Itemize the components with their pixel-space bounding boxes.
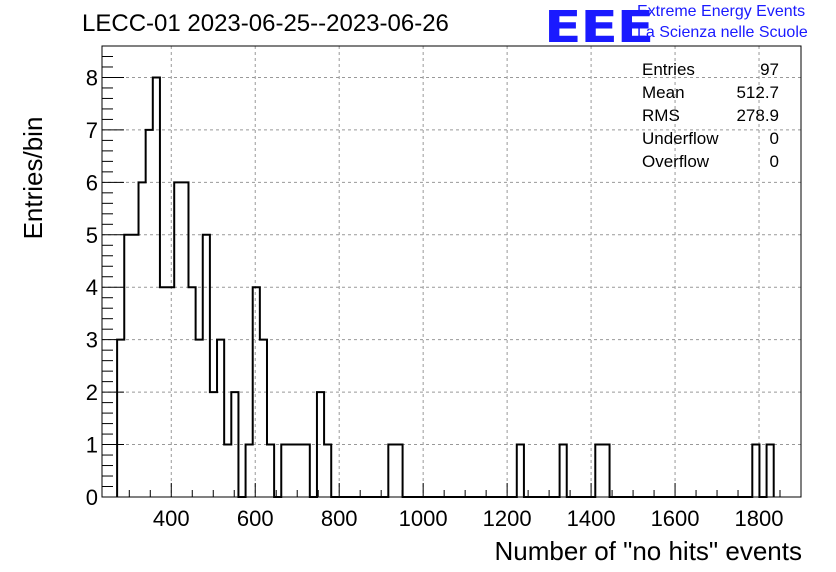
eee-logo: EEE xyxy=(544,2,654,53)
histogram-bin xyxy=(188,287,195,497)
x-tick-label: 1200 xyxy=(483,506,532,531)
histogram-bin xyxy=(288,445,295,497)
stat-value: 97 xyxy=(760,60,779,79)
y-tick-labels: 0 1 2 3 4 5 6 7 8 xyxy=(86,65,98,510)
histogram-bin xyxy=(174,182,181,497)
histogram-bin xyxy=(224,445,231,497)
histogram-bin xyxy=(196,340,203,497)
stat-label: Overflow xyxy=(642,152,710,171)
x-tick-labels: 400 600 800 1000 1200 1400 1600 1800 xyxy=(153,506,784,531)
histogram-bin xyxy=(139,182,146,497)
y-tick-label: 7 xyxy=(86,118,98,143)
x-tick-label: 800 xyxy=(321,506,358,531)
histogram-bin xyxy=(517,445,524,497)
x-tick-label: 1000 xyxy=(399,506,448,531)
histogram-bin xyxy=(246,445,253,497)
stat-label: Underflow xyxy=(642,129,719,148)
histogram-bin xyxy=(395,445,402,497)
histogram-bin xyxy=(317,392,324,497)
y-tick-label: 4 xyxy=(86,275,98,300)
x-tick-label: 600 xyxy=(237,506,274,531)
histogram-bin xyxy=(595,445,602,497)
stat-mean: Mean 512.7 xyxy=(642,82,779,105)
x-tick-label: 400 xyxy=(153,506,190,531)
chart-title: LECC-01 2023-06-25--2023-06-26 xyxy=(82,10,449,37)
histogram-bin xyxy=(560,445,567,497)
stats-box: Entries 97 Mean 512.7 RMS 278.9 Underflo… xyxy=(642,59,779,174)
histogram-bin xyxy=(267,445,274,497)
histogram-bin xyxy=(153,77,160,497)
histogram-bin xyxy=(210,392,217,497)
histogram-bin xyxy=(146,130,153,497)
y-tick-label: 3 xyxy=(86,328,98,353)
stat-entries: Entries 97 xyxy=(642,59,779,82)
stat-label: RMS xyxy=(642,106,680,125)
axis-ticks xyxy=(102,55,802,498)
y-tick-label: 5 xyxy=(86,223,98,248)
stat-value: 278.9 xyxy=(736,106,779,125)
stat-value: 0 xyxy=(769,152,779,171)
stat-underflow: Underflow 0 xyxy=(642,128,779,151)
histogram-bin xyxy=(253,287,260,497)
histogram-bin xyxy=(131,235,138,497)
stat-label: Mean xyxy=(642,83,685,102)
y-tick-label: 2 xyxy=(86,380,98,405)
y-tick-label: 1 xyxy=(86,433,98,458)
stat-label: Entries xyxy=(642,60,695,79)
histogram-bin xyxy=(767,445,774,497)
histogram-bin xyxy=(388,445,395,497)
histogram-bin xyxy=(117,340,124,497)
y-tick-label: 0 xyxy=(86,485,98,510)
histogram-bin xyxy=(203,235,210,497)
plot-frame xyxy=(101,45,802,498)
x-tick-label: 1600 xyxy=(651,506,700,531)
x-tick-label: 1400 xyxy=(567,506,616,531)
logo-line-2: La Scienza nelle Scuole xyxy=(637,24,808,41)
histogram-bin xyxy=(281,445,288,497)
histogram-bin xyxy=(124,235,131,497)
x-tick-label: 1800 xyxy=(735,506,784,531)
x-axis-label: Number of "no hits" events xyxy=(494,536,803,566)
y-tick-label: 8 xyxy=(86,65,98,90)
logo-line-1: Extreme Energy Events xyxy=(637,3,806,20)
histogram-bin xyxy=(324,445,331,497)
stat-value: 512.7 xyxy=(736,83,779,102)
stat-value: 0 xyxy=(769,129,779,148)
histogram-bin xyxy=(260,340,267,497)
histogram-bin xyxy=(217,340,224,497)
histogram-bin xyxy=(296,445,303,497)
histogram-bin xyxy=(752,445,759,497)
histogram-bin xyxy=(303,445,310,497)
stat-rms: RMS 278.9 xyxy=(642,105,779,128)
histogram-bin xyxy=(181,182,188,497)
y-axis-label: Entries/bin xyxy=(18,116,48,240)
histogram-bin xyxy=(167,287,174,497)
histogram-bin xyxy=(160,287,167,497)
y-tick-label: 6 xyxy=(86,170,98,195)
histogram-bin xyxy=(602,445,609,497)
stat-overflow: Overflow 0 xyxy=(642,151,779,174)
histogram-bin xyxy=(231,392,238,497)
